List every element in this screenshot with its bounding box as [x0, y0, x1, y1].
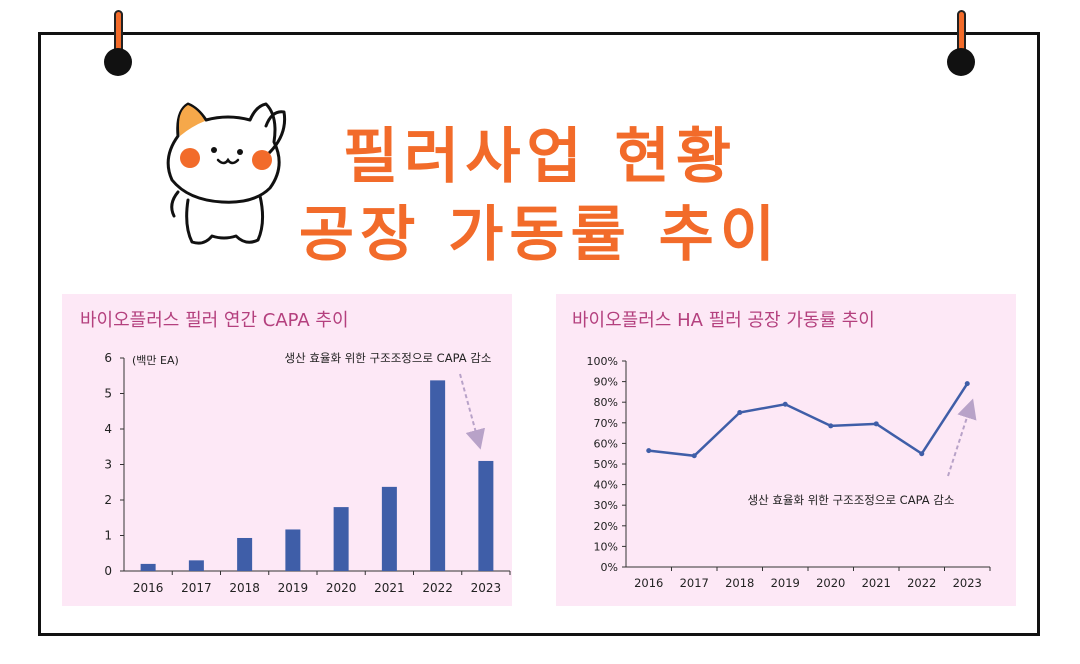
- y-tick-label: 90%: [594, 376, 618, 389]
- x-tick-label: 2022: [907, 576, 936, 590]
- x-tick-label: 2017: [181, 581, 212, 595]
- x-tick-label: 2017: [680, 576, 709, 590]
- bar: [188, 560, 204, 571]
- bar: [140, 563, 156, 571]
- bar: [237, 537, 253, 571]
- page-title-line1: 필러사업 현황: [342, 122, 738, 192]
- data-point: [737, 410, 743, 415]
- annotation-text: 생산 효율화 위한 구조조정으로 CAPA 감소: [285, 351, 492, 365]
- y-tick-label: 100%: [587, 355, 618, 368]
- y-tick-label: 10%: [594, 540, 618, 553]
- x-tick-label: 2021: [862, 576, 891, 590]
- x-tick-label: 2020: [326, 581, 357, 595]
- annotation-arrow: [947, 398, 977, 477]
- bar: [478, 460, 494, 571]
- series-line: [648, 382, 969, 458]
- x-tick-label: 2016: [133, 581, 164, 595]
- y-tick-label: 3: [104, 458, 112, 472]
- x-tick-label: 2023: [953, 576, 982, 590]
- data-point: [964, 381, 970, 387]
- page-title-line2: 공장 가동률 추이: [298, 200, 782, 270]
- bar: [430, 380, 446, 571]
- y-tick-label: 0%: [601, 561, 618, 574]
- y-tick-label: 30%: [594, 499, 618, 512]
- y-tick-label: 60%: [594, 437, 618, 450]
- annotation-arrow: [459, 373, 486, 450]
- utilization-line-chart: 0% 10% 20% 30% 40% 50% 60% 70% 80% 90% 100% 2016 201…: [587, 355, 991, 590]
- capa-chart-title: 바이오플러스 필러 연간 CAPA 추이: [80, 310, 349, 331]
- data-point: [873, 421, 879, 427]
- x-tick-label: 2023: [471, 581, 502, 595]
- y-tick-label: 1: [104, 529, 112, 543]
- utilization-chart-panel: 바이오플러스 HA 필러 공장 가동률 추이: [556, 294, 1016, 606]
- bar: [381, 486, 397, 571]
- y-tick-label: 40%: [594, 479, 618, 492]
- data-point: [919, 451, 925, 457]
- y-tick-label: 50%: [594, 458, 618, 471]
- x-tick-label: 2019: [278, 581, 309, 595]
- utilization-chart-title: 바이오플러스 HA 필러 공장 가동률 추이: [572, 310, 875, 331]
- data-point: [782, 401, 788, 407]
- x-tick-label: 2016: [634, 576, 663, 590]
- x-tick-label: 2021: [374, 581, 405, 595]
- bar: [333, 507, 349, 571]
- y-tick-label: 80%: [594, 396, 618, 409]
- y-tick-label: 20%: [594, 520, 618, 533]
- bar: [285, 529, 301, 571]
- left-pin-icon: [104, 10, 132, 76]
- unit-label: (백만 EA): [132, 354, 179, 367]
- x-tick-label: 2018: [229, 581, 260, 595]
- data-point: [828, 423, 834, 429]
- y-tick-label: 6: [104, 351, 112, 365]
- capa-bar-chart: 0 1 2 3 4 5 6 (백만 EA) 2016 2017 2018 2019 2020 2021 20…: [104, 351, 511, 595]
- x-tick-label: 2022: [422, 581, 453, 595]
- y-tick-label: 5: [104, 387, 112, 401]
- y-tick-label: 4: [104, 422, 112, 436]
- y-tick-label: 0: [104, 564, 112, 578]
- data-point: [646, 448, 652, 454]
- y-tick-label: 70%: [594, 417, 618, 430]
- y-tick-label: 2: [104, 493, 112, 507]
- x-tick-label: 2019: [771, 576, 800, 590]
- x-tick-label: 2018: [725, 576, 754, 590]
- data-point: [691, 453, 697, 459]
- x-tick-label: 2020: [816, 576, 845, 590]
- right-pin-icon: [947, 10, 975, 76]
- cat-mascot-icon: [166, 102, 287, 245]
- annotation-text: 생산 효율화 위한 구조조정으로 CAPA 감소: [748, 493, 955, 507]
